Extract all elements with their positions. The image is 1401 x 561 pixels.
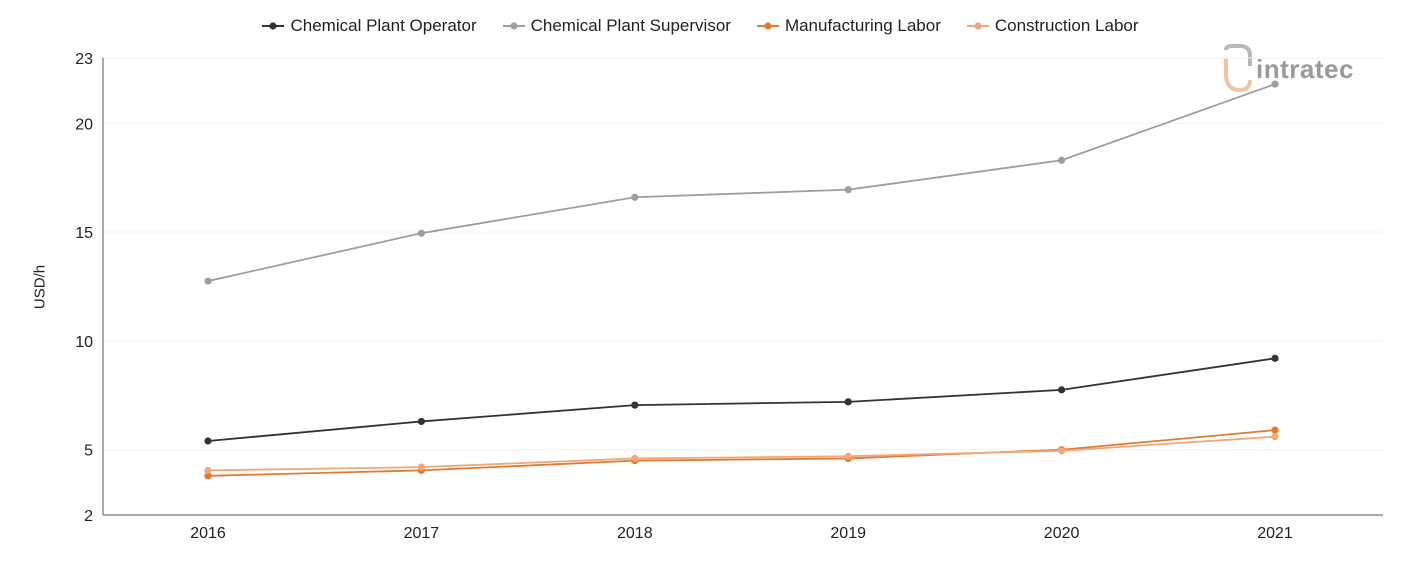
data-point [204, 277, 212, 285]
data-point [417, 229, 425, 237]
legend-label: Manufacturing Labor [784, 16, 941, 35]
data-point [204, 472, 212, 480]
series-line [207, 83, 1276, 282]
data-point [1271, 433, 1279, 441]
data-point [417, 463, 425, 471]
data-point [844, 186, 852, 194]
legend-label: Chemical Plant Operator [290, 16, 477, 35]
y-tick-label: 15 [75, 225, 93, 242]
legend-item[interactable]: Chemical Plant Operator [262, 16, 477, 36]
data-point [1271, 80, 1279, 88]
legend-item[interactable]: Chemical Plant Supervisor [502, 16, 731, 36]
x-tick-label: 2021 [1257, 525, 1293, 542]
legend-swatch [262, 22, 285, 30]
legend-label: Construction Labor [994, 16, 1139, 35]
y-tick-label: 10 [75, 334, 93, 351]
x-tick-label: 2017 [404, 525, 440, 542]
y-tick-label: 2 [84, 508, 93, 525]
legend-item[interactable]: Manufacturing Labor [756, 16, 941, 36]
y-tick-label: 20 [75, 116, 93, 133]
x-tick-label: 2019 [830, 525, 866, 542]
data-point [631, 454, 639, 463]
x-tick-label: 2018 [617, 525, 653, 542]
data-point [631, 193, 639, 201]
legend-swatch [756, 22, 779, 30]
data-point [417, 417, 425, 426]
legend-item[interactable]: Construction Labor [966, 16, 1139, 36]
intratec-logo-icon [1224, 44, 1252, 93]
data-point [1271, 426, 1279, 434]
chart-legend: Chemical Plant Operator Chemical Plant Su… [0, 16, 1401, 36]
legend-swatch [966, 22, 989, 30]
data-point [204, 466, 212, 474]
y-tick-label: 5 [84, 443, 93, 460]
series-line [207, 429, 1276, 477]
y-tick-label: 23 [75, 51, 93, 68]
legend-swatch [502, 22, 525, 30]
data-point [844, 452, 852, 460]
data-point [1058, 156, 1066, 164]
series-line [207, 357, 1276, 442]
legend-label: Chemical Plant Supervisor [530, 16, 731, 35]
data-point [631, 401, 639, 409]
data-point [1058, 386, 1066, 394]
x-tick-label: 2016 [190, 525, 226, 542]
data-point [1271, 354, 1279, 362]
series-line [207, 435, 1276, 472]
data-point [844, 398, 852, 406]
data-point [1058, 447, 1066, 455]
data-point [204, 437, 212, 445]
x-tick-label: 2020 [1044, 525, 1080, 542]
